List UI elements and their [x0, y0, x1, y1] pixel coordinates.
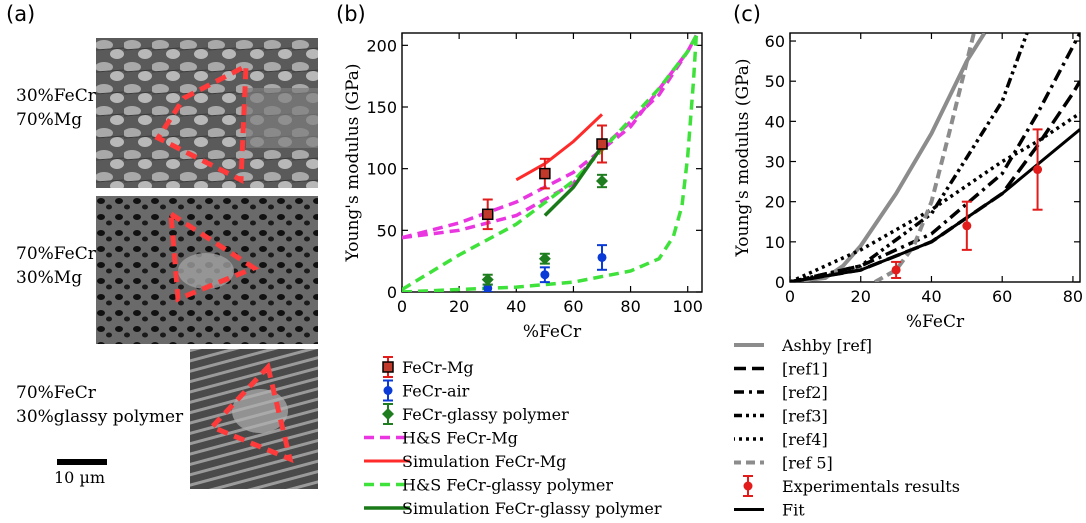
- legend-c-label: [ref3]: [782, 407, 828, 426]
- chart-b-ytick-label: 0: [387, 283, 397, 302]
- chart-b-frame: [401, 32, 703, 293]
- legend-b-marker: [382, 361, 394, 373]
- chart-c-point: [1033, 165, 1043, 175]
- chart-b-plot: [402, 34, 699, 292]
- chart-b-point: [539, 167, 551, 180]
- sample-1-matrix: 70%Mg: [16, 110, 83, 130]
- chart-c-ytick-label: 40: [765, 112, 785, 131]
- sample-2-label: 70%FeCr 30%Mg: [16, 242, 96, 290]
- chart-b-point: [483, 283, 493, 292]
- legend-b-label: Simulation FeCr-glassy polymer: [402, 499, 662, 518]
- chart-c-ytick-label: 0: [775, 273, 785, 292]
- chart-c-xtick-label: 60: [992, 287, 1012, 306]
- chart-c: 0 20 40 60 80 0 10 20 30 40 50 60 %FeCr Young's modul…: [734, 32, 1083, 520]
- chart-c-ytick-label: 30: [765, 153, 785, 172]
- chart-b-xtick-label: 100: [672, 297, 703, 316]
- chart-c-point: [891, 265, 901, 275]
- micrograph-fecr-mg-70-30: [96, 196, 318, 344]
- sample-1-fecr: 30%FeCr: [16, 86, 96, 106]
- legend-b-label: H&S FeCr-glassy polymer: [402, 476, 613, 495]
- chart-b-point: [596, 175, 608, 187]
- chart-c-line-1: [790, 80, 1080, 282]
- legend-b-label: H&S FeCr-Mg: [402, 429, 518, 448]
- chart-c-frame: [789, 32, 1081, 283]
- chart-c-line-4: [790, 111, 1080, 282]
- chart-c-ytick-label: 20: [765, 193, 785, 212]
- chart-b-ytick-label: 100: [366, 160, 397, 179]
- chart-b: 0 20 40 60 80 100 0 50 100 150 200 %FeCr Young's mod…: [343, 32, 703, 518]
- sample-3-label: 70%FeCr 30%glassy polymer: [16, 381, 183, 429]
- chart-c-xtick-label: 80: [1063, 287, 1083, 306]
- sample-3-matrix: 30%glassy polymer: [16, 407, 184, 427]
- chart-b-line-7: [402, 35, 699, 292]
- chart-c-xtick-label: 40: [921, 287, 941, 306]
- sample-1-label: 30%FeCr 70%Mg: [16, 84, 96, 132]
- legend-b-label: Simulation FeCr-Mg: [402, 452, 566, 471]
- chart-c-ytick-label: 50: [765, 72, 785, 91]
- chart-b-point: [596, 138, 608, 150]
- legend-c-marker: [743, 481, 753, 491]
- panel-a-label: (a): [6, 2, 36, 26]
- scale-bar: [57, 459, 107, 465]
- panel-c-label: (c): [733, 2, 761, 26]
- chart-c-line-3: [790, 33, 1029, 282]
- legend-b-marker: [383, 386, 393, 395]
- legend-c-label: Fit: [782, 501, 805, 520]
- legend-c-label: Experimentals results: [782, 477, 960, 496]
- chart-b-line-6: [402, 34, 698, 291]
- chart-b-line-5: [515, 113, 604, 182]
- sample-2-matrix: 30%Mg: [16, 268, 83, 288]
- legend-c-label: [ref4]: [782, 430, 828, 449]
- chart-b-line-4: [402, 34, 698, 240]
- chart-c-ytick-label: 60: [765, 32, 785, 51]
- legend-b-label: FeCr-air: [402, 382, 470, 401]
- chart-b-point: [540, 270, 550, 280]
- legend-c-label: [ref1]: [782, 360, 828, 379]
- chart-c-line-7: [790, 128, 1080, 282]
- chart-b-ytick-label: 200: [366, 36, 397, 55]
- chart-b-xtick-label: 0: [397, 297, 407, 316]
- chart-b-point: [597, 252, 607, 262]
- legend-b-label: FeCr-glassy polymer: [402, 405, 569, 424]
- chart-b-xtick-label: 80: [620, 297, 640, 316]
- chart-b-xtick-label: 20: [449, 297, 469, 316]
- legend-c-label: Ashby [ref]: [781, 336, 872, 355]
- chart-c-line-2: [790, 33, 1080, 282]
- chart-c-ylabel: Young's modulus (GPa): [734, 59, 753, 258]
- chart-c-ytick-label: 10: [765, 233, 785, 252]
- scale-bar-label: 10 µm: [54, 468, 106, 487]
- chart-c-plot: [790, 33, 1080, 282]
- legend-c-label: [ref 5]: [782, 454, 833, 473]
- micrograph-fecr-mg-30-70: [96, 38, 318, 188]
- chart-b-ylabel: Young's modulus (GPa): [343, 64, 363, 263]
- chart-b-point: [481, 273, 494, 286]
- sample-3-fecr: 70%FeCr: [16, 383, 96, 403]
- chart-c-xlabel: %FeCr: [906, 312, 965, 332]
- panel-b-label: (b): [336, 2, 366, 26]
- micrograph-fecr-glassy-70-30: [190, 349, 318, 489]
- chart-b-ytick-label: 150: [366, 98, 397, 117]
- chart-c-xtick-label: 0: [785, 287, 795, 306]
- chart-c-xtick-label: 20: [851, 287, 871, 306]
- chart-b-point: [538, 252, 551, 265]
- chart-b-xtick-label: 60: [563, 297, 583, 316]
- legend-c-label: [ref2]: [782, 383, 828, 402]
- legend-b-marker: [382, 408, 394, 420]
- chart-b-xlabel: %FeCr: [523, 322, 582, 342]
- chart-b-ytick-label: 50: [377, 221, 397, 240]
- chart-b-xtick-label: 40: [506, 297, 526, 316]
- chart-b-line-8: [543, 145, 604, 217]
- legend-b-label: FeCr-Mg: [402, 358, 474, 377]
- sample-2-fecr: 70%FeCr: [16, 244, 96, 264]
- chart-c-point: [962, 221, 972, 231]
- chart-b-point: [481, 208, 494, 221]
- chart-b-line-3: [402, 34, 698, 240]
